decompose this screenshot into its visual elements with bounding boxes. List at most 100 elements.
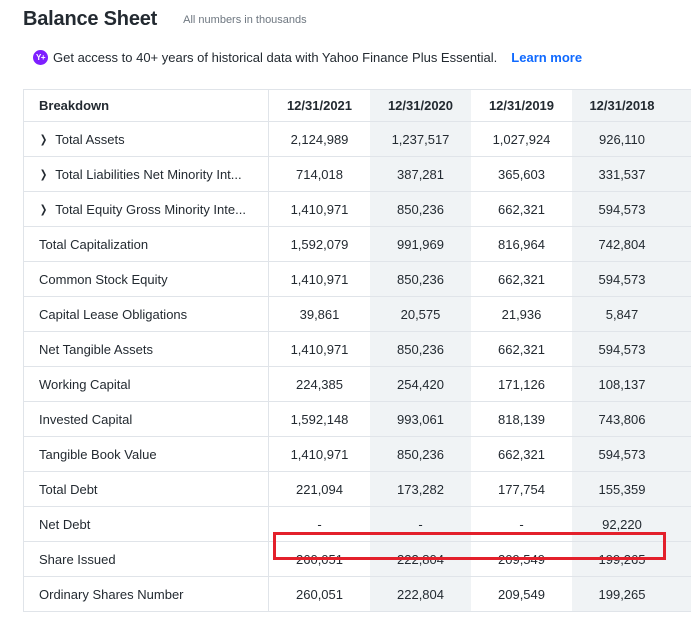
value-cell: 662,321 <box>498 446 545 462</box>
value-cell-text: 594,573 <box>598 446 646 462</box>
value-cell: 92,220 <box>572 507 691 541</box>
value-cell: 743,806 <box>572 402 691 436</box>
value-cell-text: 155,359 <box>598 481 646 497</box>
value-cell-text: 743,806 <box>598 411 646 427</box>
row-label: Total Capitalization <box>24 227 269 261</box>
value-cell: 1,410,971 <box>290 446 349 462</box>
column-header-2019: 12/31/2019 <box>488 98 555 113</box>
row-label-text: Invested Capital <box>39 411 133 427</box>
table-row: Working Capital 224,385 254,420 171,126 108,… <box>24 367 691 402</box>
table-row: Common Stock Equity 1,410,971 850,236 662,3… <box>24 262 691 297</box>
row-label-text: Common Stock Equity <box>39 271 168 287</box>
value-cell: 209,549 <box>498 551 545 567</box>
column-header-breakdown: Breakdown <box>24 90 269 121</box>
value-cell: 714,018 <box>296 166 343 182</box>
table-row: Capital Lease Obligations 39,861 20,575 21,… <box>24 297 691 332</box>
value-cell: 199,265 <box>572 577 691 611</box>
row-label-text: Total Equity Gross Minority Inte... <box>55 201 246 217</box>
value-cell: 5,847 <box>572 297 691 331</box>
row-label-text: Tangible Book Value <box>39 446 157 462</box>
page-title: Balance Sheet <box>23 8 158 30</box>
row-label-text: Capital Lease Obligations <box>39 306 188 322</box>
row-label: Total Debt <box>24 472 269 506</box>
chevron-right-icon[interactable]: ❯ <box>39 203 48 216</box>
value-cell: 365,603 <box>498 166 545 182</box>
value-cell: 387,281 <box>370 157 471 191</box>
row-label-text: Total Debt <box>39 481 98 497</box>
table-row: Total Debt 221,094 173,282 177,754 155,359 <box>24 472 691 507</box>
chevron-right-icon[interactable]: ❯ <box>39 168 48 181</box>
row-label-text: Total Assets <box>55 131 125 147</box>
value-cell: 850,236 <box>370 192 471 226</box>
row-label: Common Stock Equity <box>24 262 269 296</box>
row-label: Ordinary Shares Number <box>24 577 269 611</box>
value-cell: 662,321 <box>498 271 545 287</box>
table-row: Ordinary Shares Number 260,051 222,804 209,… <box>24 577 691 612</box>
promo-banner: Y+ Get access to 40+ years of historical… <box>33 50 582 65</box>
value-cell-text: 742,804 <box>598 236 646 252</box>
row-label: Working Capital <box>24 367 269 401</box>
row-label: Capital Lease Obligations <box>24 297 269 331</box>
row-label: Tangible Book Value <box>24 437 269 471</box>
value-cell: 1,410,971 <box>290 201 349 217</box>
row-label[interactable]: ❯ Total Assets <box>24 122 269 156</box>
value-cell: 850,236 <box>370 437 471 471</box>
table-row: ❯ Total Equity Gross Minority Inte... 1,41… <box>24 192 691 227</box>
value-cell: 662,321 <box>498 201 545 217</box>
value-cell-text: 199,265 <box>598 551 646 567</box>
value-cell: 222,804 <box>370 577 471 611</box>
value-cell: 993,061 <box>370 402 471 436</box>
yahoo-plus-icon: Y+ <box>33 50 48 65</box>
table-row: Net Debt - - - 92,220 <box>24 507 691 542</box>
table-row: Tangible Book Value 1,410,971 850,236 662,3… <box>24 437 691 472</box>
value-cell: 1,410,971 <box>290 271 349 287</box>
value-cell: 1,237,517 <box>370 122 471 156</box>
column-header-2018: 12/31/2018 <box>572 90 691 121</box>
column-header-2021: 12/31/2021 <box>286 98 353 113</box>
row-label-text: Working Capital <box>39 376 131 392</box>
value-cell: 254,420 <box>370 367 471 401</box>
row-label: Invested Capital <box>24 402 269 436</box>
value-cell: 331,537 <box>572 157 691 191</box>
value-cell: 850,236 <box>370 262 471 296</box>
value-cell: 260,051 <box>296 586 343 602</box>
value-cell-text: 926,110 <box>598 131 646 147</box>
table-row: Total Capitalization 1,592,079 991,969 816,… <box>24 227 691 262</box>
units-note: All numbers in thousands <box>183 14 307 26</box>
value-cell: 1,592,148 <box>290 411 349 427</box>
value-cell-text: 92,220 <box>602 516 642 532</box>
value-cell-text: 331,537 <box>598 166 646 182</box>
value-cell: 155,359 <box>572 472 691 506</box>
learn-more-link[interactable]: Learn more <box>511 50 583 65</box>
value-cell: 221,094 <box>296 481 343 497</box>
value-cell: 594,573 <box>572 437 691 471</box>
value-cell: 39,861 <box>299 306 340 322</box>
value-cell: 224,385 <box>296 376 343 392</box>
section-header: Balance Sheet All numbers in thousands <box>23 8 307 31</box>
row-label[interactable]: ❯ Total Equity Gross Minority Inte... <box>24 192 269 226</box>
value-cell: 108,137 <box>572 367 691 401</box>
row-label-text: Total Liabilities Net Minority Int... <box>55 166 242 182</box>
value-cell: 173,282 <box>370 472 471 506</box>
value-cell: - <box>317 516 322 532</box>
row-label-text: Ordinary Shares Number <box>39 586 184 602</box>
value-cell: 850,236 <box>370 332 471 366</box>
table-row: Share Issued 260,051 222,804 209,549 199,265 <box>24 542 691 577</box>
chevron-right-icon[interactable]: ❯ <box>39 133 48 146</box>
table-header-row: Breakdown 12/31/2021 12/31/2020 12/31/20… <box>24 89 691 122</box>
row-label-text: Net Debt <box>39 516 91 532</box>
promo-text: Get access to 40+ years of historical da… <box>53 50 498 65</box>
value-cell: 818,139 <box>498 411 545 427</box>
row-label-text: Share Issued <box>39 551 116 567</box>
row-label: Net Debt <box>24 507 269 541</box>
value-cell: 594,573 <box>572 192 691 226</box>
table-row: ❯ Total Liabilities Net Minority Int... 71… <box>24 157 691 192</box>
row-label: Net Tangible Assets <box>24 332 269 366</box>
table-row: Invested Capital 1,592,148 993,061 818,139 7… <box>24 402 691 437</box>
row-label: Share Issued <box>24 542 269 576</box>
value-cell: 177,754 <box>498 481 545 497</box>
value-cell: 816,964 <box>498 236 545 252</box>
value-cell: 260,051 <box>296 551 343 567</box>
row-label[interactable]: ❯ Total Liabilities Net Minority Int... <box>24 157 269 191</box>
